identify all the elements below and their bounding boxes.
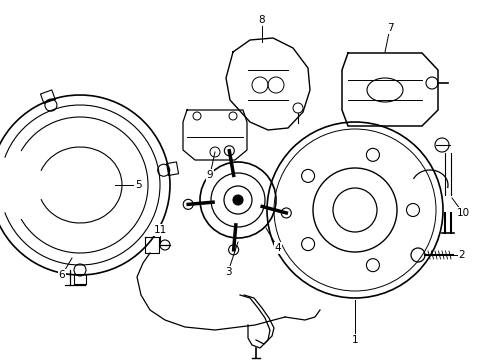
Text: 7: 7 — [386, 23, 392, 33]
Text: 11: 11 — [153, 225, 166, 235]
Text: 5: 5 — [134, 180, 141, 190]
Text: 10: 10 — [455, 208, 468, 218]
Text: 8: 8 — [258, 15, 265, 25]
Text: 3: 3 — [224, 267, 231, 277]
Text: 1: 1 — [351, 335, 358, 345]
Text: 9: 9 — [206, 170, 213, 180]
Text: 4: 4 — [274, 243, 281, 253]
Text: 6: 6 — [59, 270, 65, 280]
Circle shape — [232, 195, 243, 205]
Text: 2: 2 — [458, 250, 465, 260]
